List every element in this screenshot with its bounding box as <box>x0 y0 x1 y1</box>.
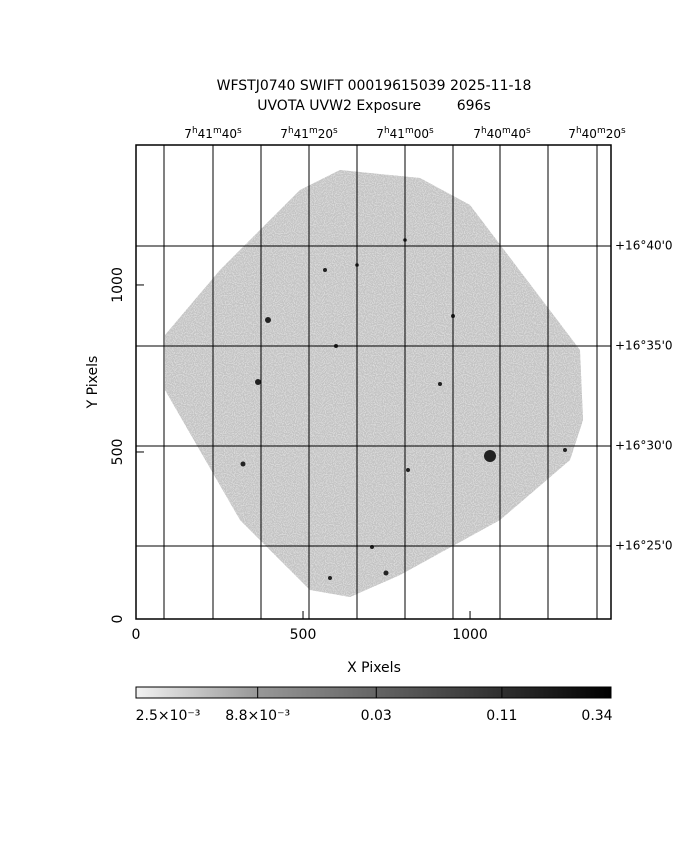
colorbar-tick-label: 0.34 <box>581 708 612 724</box>
ra-label: 7h40m40s <box>473 126 531 141</box>
y-tick-label: 0 <box>110 615 126 624</box>
ra-label: 7h41m20s <box>280 126 338 141</box>
colorbar-tick-label: 8.8×10⁻³ <box>225 708 290 724</box>
y-tick-label: 1000 <box>110 267 126 303</box>
subtitle: UVOTA UVW2 Exposure 696s <box>257 98 491 114</box>
dec-label: +16°30'0 <box>615 439 673 453</box>
dec-label: +16°40'0 <box>615 239 673 253</box>
ra-label: 7h41m00s <box>376 126 434 141</box>
y-axis-label: Y Pixels <box>85 356 101 410</box>
ra-label: 7h40m20s <box>568 126 626 141</box>
dec-label: +16°35'0 <box>615 339 673 353</box>
colorbar-tick-label: 0.03 <box>361 708 392 724</box>
x-tick-label: 1000 <box>452 627 488 643</box>
y-tick-label: 500 <box>110 439 126 466</box>
colorbar-tick-label: 2.5×10⁻³ <box>136 708 201 724</box>
x-tick-label: 500 <box>290 627 317 643</box>
plot-frame <box>135 144 612 620</box>
ra-label: 7h41m40s <box>184 126 242 141</box>
title: WFSTJ0740 SWIFT 00019615039 2025-11-18 <box>217 78 532 94</box>
colorbar-tick-label: 0.11 <box>486 708 517 724</box>
coordinate-grid <box>136 145 611 619</box>
dec-label: +16°25'0 <box>615 539 673 553</box>
x-tick-label: 0 <box>132 627 141 643</box>
colorbar <box>135 686 612 699</box>
x-axis-label: X Pixels <box>347 660 401 676</box>
